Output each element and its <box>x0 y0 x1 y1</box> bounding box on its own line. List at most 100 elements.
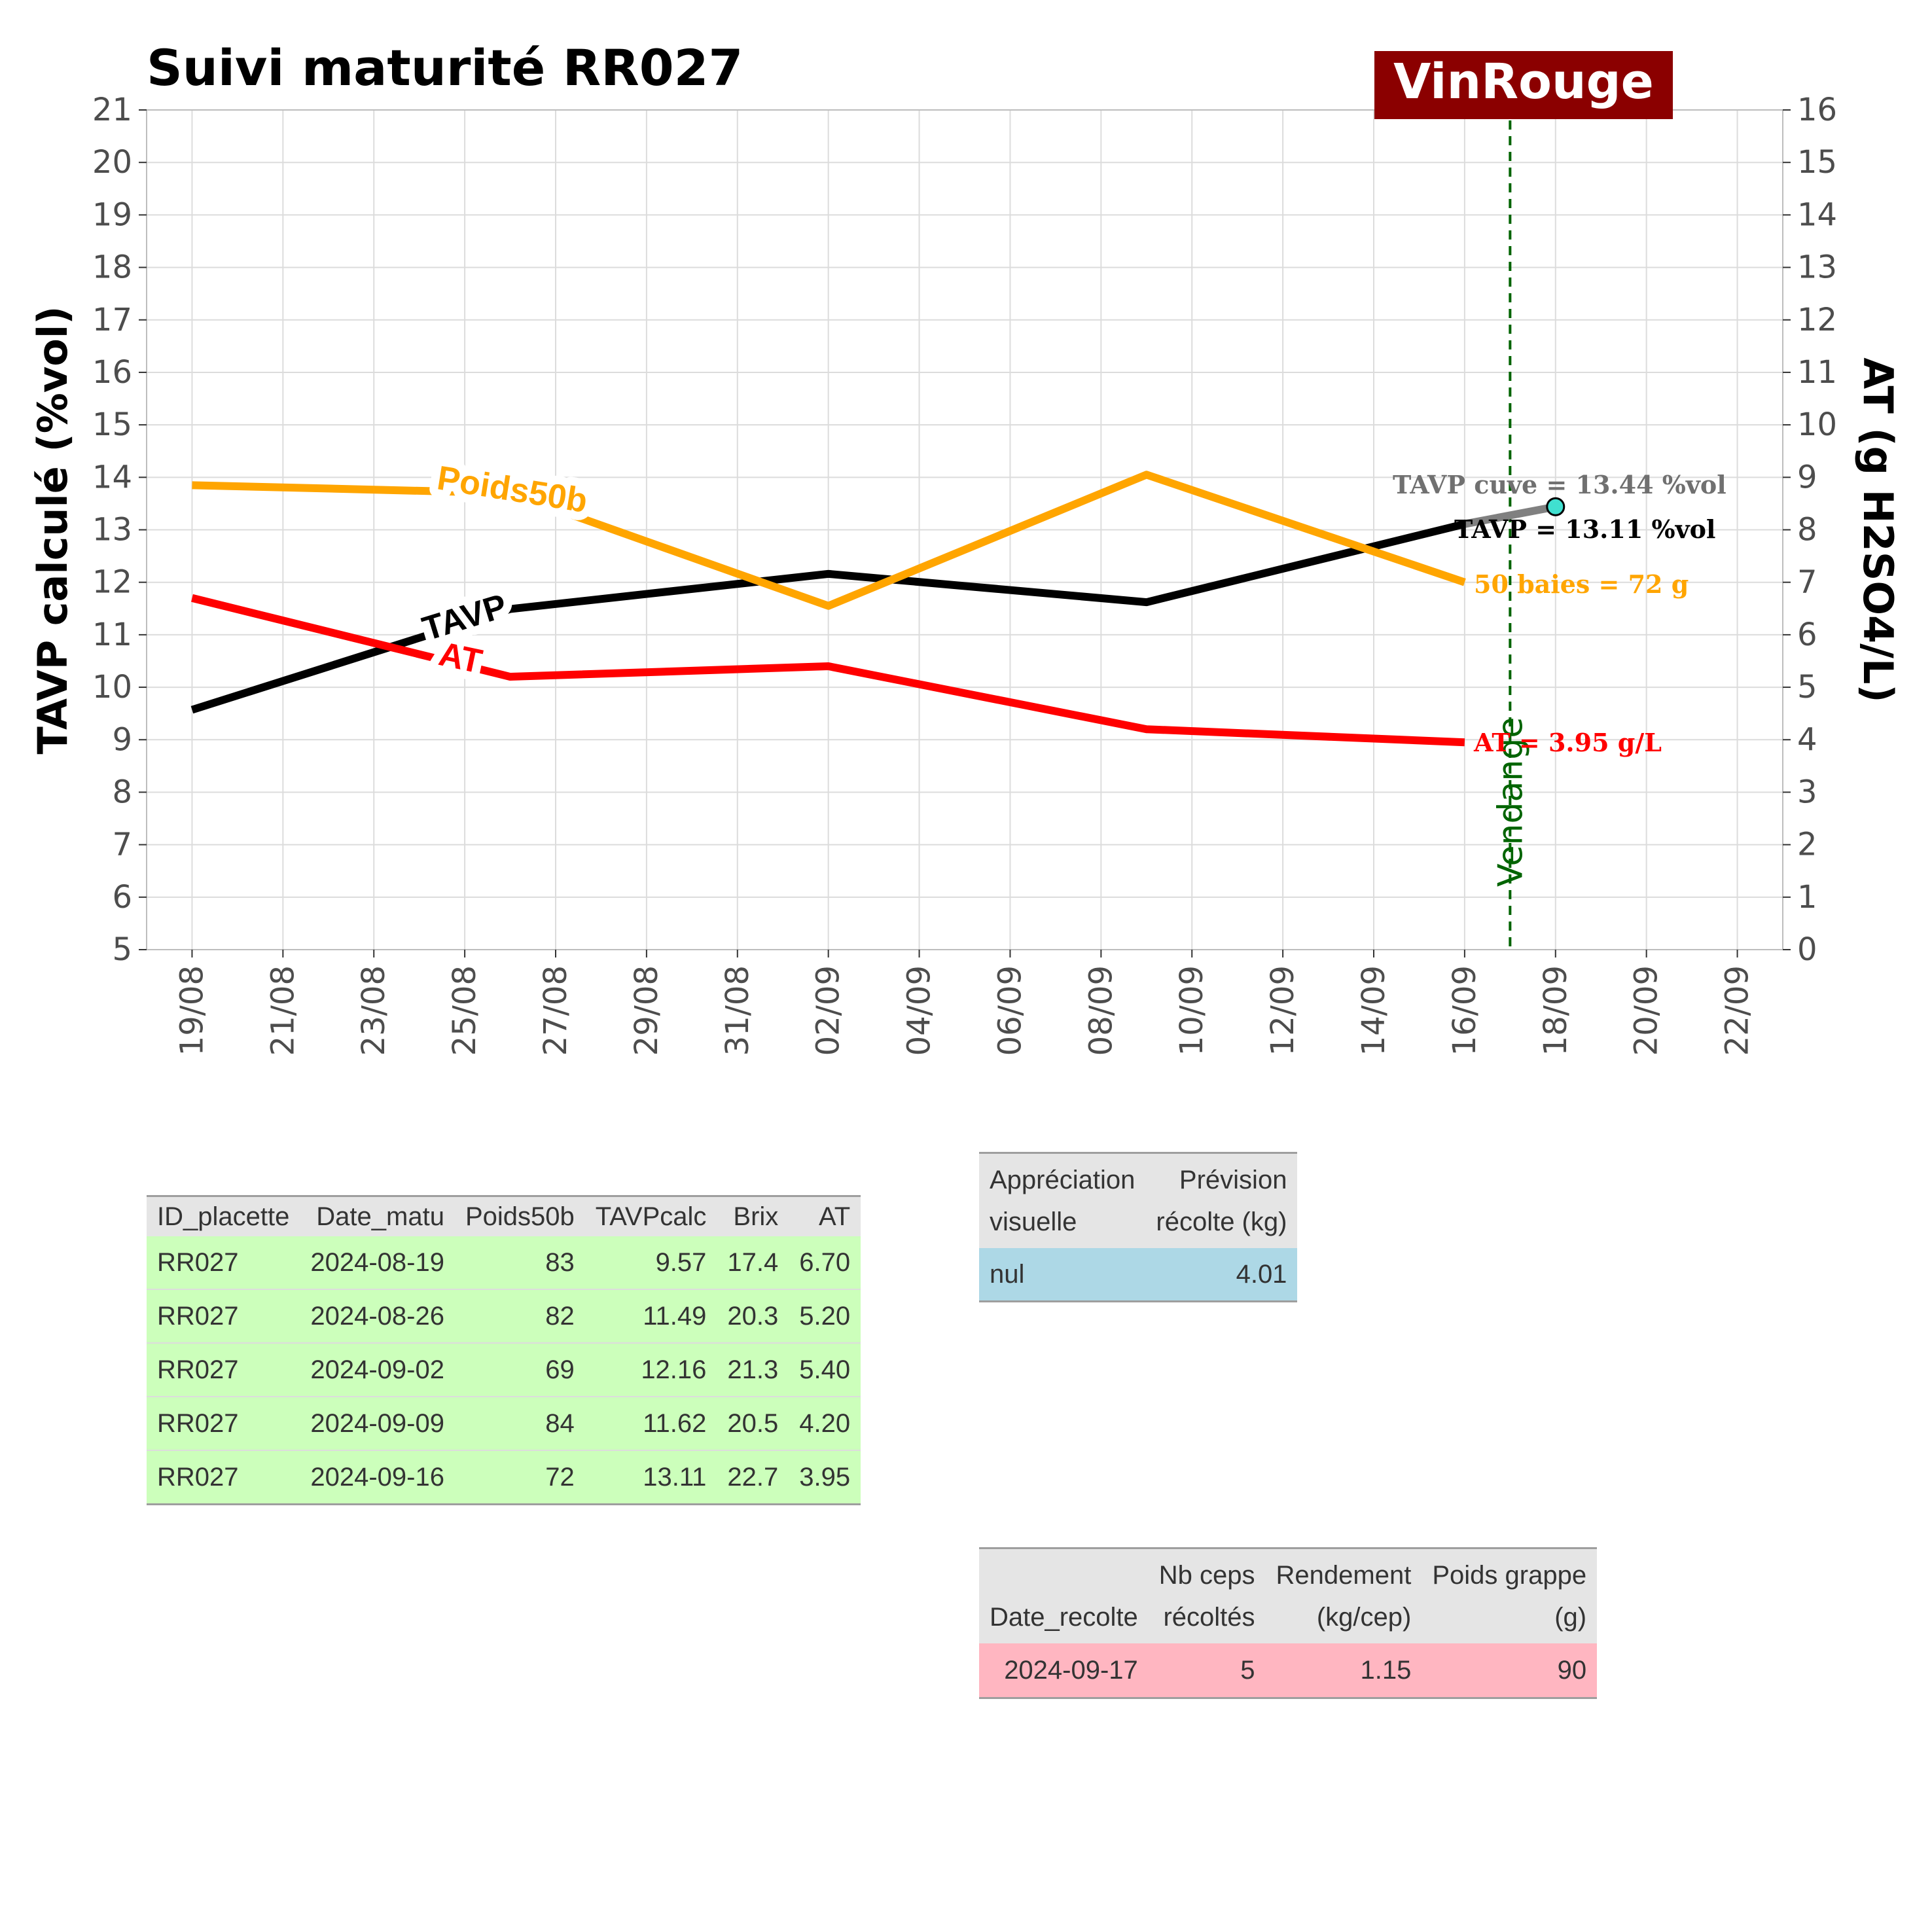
x-tick-label: 20/09 <box>1628 965 1665 1056</box>
x-tick-label: 16/09 <box>1446 965 1483 1056</box>
value-annotation: TAVP cuve = 13.44 %vol <box>1393 470 1726 499</box>
y-left-tick-label: 13 <box>92 512 132 548</box>
column-header-line: Rendement <box>1276 1561 1412 1590</box>
y-left-tick-label: 21 <box>92 92 132 128</box>
table-cell: 20.3 <box>717 1289 789 1344</box>
column-header-line: (g) <box>1554 1603 1587 1632</box>
table-cell: 11.62 <box>584 1397 717 1451</box>
brand-badge <box>1374 51 1673 119</box>
column-header-line: Prévision <box>1179 1166 1287 1194</box>
x-tick-label: 22/09 <box>1719 965 1756 1056</box>
y-right-tick-label: 1 <box>1797 879 1817 916</box>
harvest-table: Date_recolte Nb ceps récoltés Rendement (kg/… <box>979 1547 1598 1699</box>
chart-title: Suivi maturité RR027 <box>147 39 743 97</box>
x-tick-label: 29/08 <box>628 965 665 1056</box>
table-cell: 20.5 <box>717 1397 789 1451</box>
table-cell: RR027 <box>147 1289 300 1344</box>
column-header-line: Poids grappe <box>1432 1561 1587 1590</box>
table-cell: 11.49 <box>584 1289 717 1344</box>
column-header: Brix <box>717 1195 789 1236</box>
y-left-tick-label: 18 <box>92 249 132 286</box>
chart-series <box>190 120 1565 950</box>
series-line-tavp <box>190 520 1466 714</box>
table-row: 2024-09-17 5 1.15 90 <box>979 1643 1598 1699</box>
table-cell: 13.11 <box>584 1450 717 1505</box>
column-header: Poids50b <box>454 1195 585 1236</box>
y-right-tick-label: 4 <box>1797 721 1817 758</box>
y-right-tick-label: 16 <box>1797 92 1837 128</box>
column-header-line: Appréciation <box>990 1166 1136 1194</box>
table-cell: 2024-09-09 <box>300 1397 455 1451</box>
table-cell: 22.7 <box>717 1450 789 1505</box>
x-tick-label: 27/08 <box>537 965 574 1056</box>
table-cell: 2024-09-17 <box>979 1643 1149 1699</box>
column-header: Poids grappe (g) <box>1422 1547 1598 1643</box>
table-cell: RR027 <box>147 1343 300 1397</box>
y-left-tick-label: 9 <box>112 721 132 758</box>
table-row: RR027 2024-09-02 69 12.16 21.3 5.40 <box>147 1343 861 1397</box>
table-cell: 2024-09-16 <box>300 1450 455 1505</box>
table-cell: 2024-09-02 <box>300 1343 455 1397</box>
column-header: TAVPcalc <box>584 1195 717 1236</box>
table-cell: nul <box>979 1248 1146 1302</box>
table-row: RR027 2024-08-19 83 9.57 17.4 6.70 <box>147 1236 861 1290</box>
table-cell: 4.20 <box>789 1397 861 1451</box>
x-tick-label: 31/08 <box>719 965 756 1056</box>
table-cell: 21.3 <box>717 1343 789 1397</box>
y-left-tick-label: 16 <box>92 354 132 391</box>
maturity-table: ID_placette Date_matu Poids50b TAVPcalc Brix… <box>147 1195 861 1505</box>
table-cell: 17.4 <box>717 1236 789 1290</box>
y-right-tick-label: 15 <box>1797 144 1837 181</box>
table-cell: 5.40 <box>789 1343 861 1397</box>
visual-assessment-table: Appréciation visuelle Prévision récolte (kg… <box>979 1152 1298 1302</box>
y-left-tick-label: 5 <box>112 931 132 968</box>
y-right-tick-label: 0 <box>1797 931 1817 968</box>
table-row: RR027 2024-08-26 82 11.49 20.3 5.20 <box>147 1289 861 1344</box>
y-left-tick-label: 20 <box>92 144 132 181</box>
y-left-tick-label: 14 <box>92 459 132 495</box>
x-tick-label: 04/09 <box>901 965 938 1056</box>
table-cell: 6.70 <box>789 1236 861 1290</box>
series-label-at: AT <box>435 635 485 681</box>
y-axis-left-ticks: 5 6 7 8 9 10 11 12 13 14 15 16 17 18 19 20 21 <box>92 92 147 968</box>
table-row: RR027 2024-09-16 72 13.11 22.7 3.95 <box>147 1450 861 1505</box>
value-annotation: 50 baies = 72 g <box>1474 569 1689 599</box>
x-tick-label: 12/09 <box>1264 965 1301 1056</box>
column-header: Rendement (kg/cep) <box>1265 1547 1422 1643</box>
y-left-tick-label: 6 <box>112 879 132 916</box>
y-right-tick-label: 12 <box>1797 302 1837 338</box>
table-cell: 2024-08-26 <box>300 1289 455 1344</box>
column-header-line: Nb ceps <box>1158 1561 1255 1590</box>
x-tick-label: 25/08 <box>446 965 483 1056</box>
column-header: Date_matu <box>300 1195 455 1236</box>
table-cell: 1.15 <box>1265 1643 1422 1699</box>
y-right-tick-label: 9 <box>1797 459 1817 495</box>
x-tick-label: 23/08 <box>355 965 392 1056</box>
table-cell: RR027 <box>147 1450 300 1505</box>
y-right-tick-label: 3 <box>1797 774 1817 810</box>
y-axis-left-label: TAVP calculé (%vol) <box>29 306 77 755</box>
y-right-tick-label: 10 <box>1797 406 1837 443</box>
x-tick-label: 10/09 <box>1173 965 1210 1056</box>
table-cell: 2024-08-19 <box>300 1236 455 1290</box>
table-cell: RR027 <box>147 1397 300 1451</box>
table-cell: 90 <box>1422 1643 1598 1699</box>
y-right-tick-label: 13 <box>1797 249 1837 286</box>
y-left-tick-label: 17 <box>92 302 132 338</box>
y-right-tick-label: 7 <box>1797 564 1817 601</box>
brand-label: VinRouge <box>1393 54 1654 110</box>
table-cell: 84 <box>454 1397 585 1451</box>
series-line-poids50b <box>192 471 1466 610</box>
y-left-tick-label: 7 <box>112 827 132 863</box>
y-right-tick-label: 5 <box>1797 669 1817 706</box>
value-annotation: AT = 3.95 g/L <box>1473 728 1662 757</box>
y-axis-right-label: AT (g H2SO4/L) <box>1854 357 1902 702</box>
column-header: ID_placette <box>147 1195 300 1236</box>
y-left-tick-label: 10 <box>92 669 132 706</box>
column-header: Nb ceps récoltés <box>1148 1547 1266 1643</box>
cuve-segment <box>1463 503 1556 528</box>
x-tick-label: 02/09 <box>810 965 847 1056</box>
column-header-line: visuelle <box>990 1208 1077 1236</box>
y-right-tick-label: 6 <box>1797 617 1817 653</box>
